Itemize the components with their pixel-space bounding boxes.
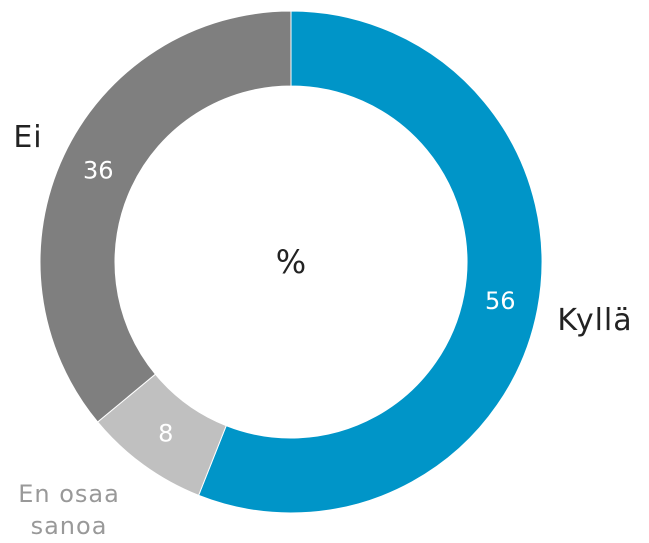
category-label: Ei xyxy=(13,120,43,155)
category-label: Kyllä xyxy=(557,303,633,338)
donut-slice xyxy=(39,10,292,423)
value-label: 56 xyxy=(485,287,516,315)
donut-slice xyxy=(197,10,543,514)
value-label: 36 xyxy=(83,156,114,184)
category-label: En osaa sanoa xyxy=(18,480,120,540)
center-label: % xyxy=(276,243,306,281)
value-label: 8 xyxy=(158,419,173,447)
